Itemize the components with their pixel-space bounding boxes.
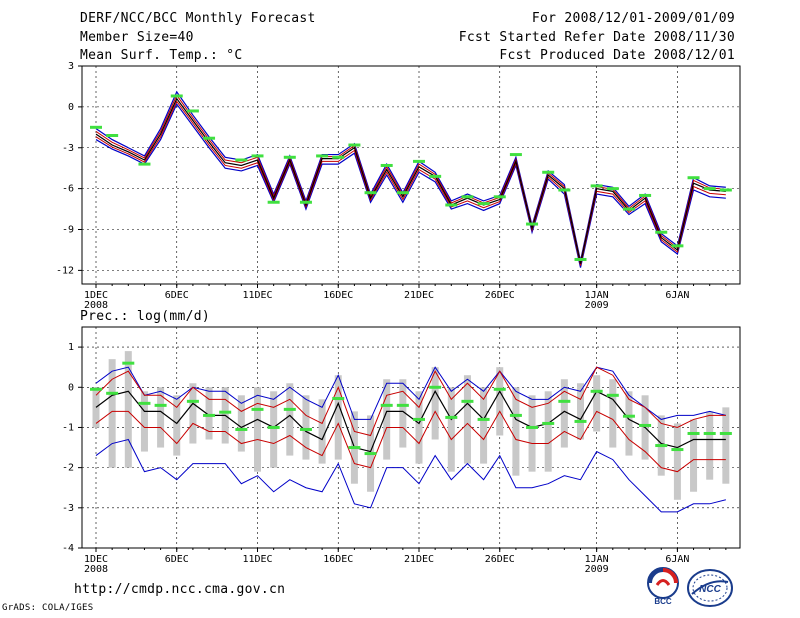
x-tick-label: 6JAN	[665, 554, 689, 565]
spread-bar	[673, 423, 681, 500]
spread-bar	[270, 391, 278, 468]
y-tick-label: -6	[62, 184, 74, 195]
spread-bar	[399, 379, 407, 448]
x-tick-label: 21DEC	[404, 554, 434, 565]
y-tick-label: 3	[68, 61, 74, 72]
spread-bar	[706, 411, 714, 480]
spread-bar	[577, 383, 584, 440]
x-year-label: 2009	[585, 300, 609, 311]
spread-bar	[173, 395, 181, 456]
spread-bar	[254, 387, 261, 472]
y-tick-label: 0	[68, 102, 74, 113]
spread-bar	[157, 387, 165, 448]
ensemble-mean-line	[95, 97, 726, 264]
outer-upper-line	[95, 366, 726, 420]
upper-line	[95, 90, 726, 261]
spread-bar	[140, 391, 148, 452]
spread-bar	[431, 367, 439, 440]
y-tick-label: -4	[62, 543, 74, 554]
x-year-label: 2008	[84, 564, 108, 575]
y-tick-label: 0	[68, 382, 74, 393]
x-tick-label: 16DEC	[323, 554, 353, 565]
spread-bar	[496, 367, 504, 436]
bcc-logo: BCC	[647, 567, 679, 606]
x-tick-label: 6DEC	[165, 290, 189, 301]
spread-bar	[544, 391, 552, 472]
grads-credit: GrADS: COLA/IGES	[2, 603, 94, 613]
x-tick-label: 6DEC	[165, 554, 189, 565]
y-tick-label: -12	[56, 265, 74, 276]
precipitation-panel-title: Prec.: log(mm/d)	[80, 309, 211, 324]
spread-bar	[237, 395, 245, 452]
x-tick-label: 1JAN	[585, 290, 609, 301]
spread-bar	[189, 383, 197, 444]
spread-bar	[286, 383, 294, 456]
x-year-label: 2008	[84, 300, 108, 311]
x-tick-label: 11DEC	[242, 290, 272, 301]
x-tick-label: 11DEC	[242, 554, 272, 565]
x-year-label: 2009	[585, 564, 609, 575]
forecast-title: DERF/NCC/BCC Monthly Forecast	[80, 11, 316, 26]
y-tick-label: -3	[62, 503, 74, 514]
spread-bar	[690, 419, 698, 492]
ensemble-mean-line	[95, 390, 726, 453]
spread-bar	[463, 375, 471, 464]
x-tick-label: 1DEC	[84, 290, 108, 301]
y-tick-label: -1	[62, 422, 74, 433]
spread-bar	[415, 391, 423, 464]
spread-bar	[609, 379, 617, 448]
y-tick-label: -9	[62, 225, 74, 236]
spread-bar	[108, 359, 116, 468]
spread-bar	[512, 387, 520, 476]
ncc-logo: NCC	[687, 569, 733, 607]
spread-bar	[593, 375, 601, 432]
x-tick-label: 1JAN	[585, 554, 609, 565]
spread-bar	[560, 379, 568, 448]
temperature-panel-title: Mean Surf. Temp.: °C	[80, 48, 243, 63]
spread-bar	[625, 391, 633, 456]
lower-line	[95, 410, 726, 473]
lower-line	[95, 102, 726, 268]
x-tick-label: 6JAN	[665, 290, 689, 301]
source-url[interactable]: http://cmdp.ncc.cma.gov.cn	[74, 582, 286, 597]
outer-lower-line	[95, 438, 726, 513]
forecast-produced-date: Fcst Produced Date 2008/12/01	[499, 48, 735, 63]
y-tick-label: -2	[62, 463, 74, 474]
forecast-period: For 2008/12/01-2009/01/09	[531, 11, 735, 26]
x-tick-label: 16DEC	[323, 290, 353, 301]
spread-bar	[722, 407, 730, 484]
bcc-logo-text: BCC	[654, 597, 672, 606]
spread-bar	[528, 395, 536, 472]
spread-bar	[318, 399, 326, 464]
panel-frame	[81, 65, 741, 285]
y-tick-label: 1	[68, 342, 74, 353]
spread-bar	[205, 387, 213, 440]
spread-bar	[334, 375, 342, 460]
x-tick-label: 26DEC	[485, 290, 515, 301]
red-lower-line	[95, 100, 726, 266]
x-tick-label: 21DEC	[404, 290, 434, 301]
spread-bar	[124, 351, 132, 468]
member-size: Member Size=40	[80, 30, 194, 45]
upper-line	[95, 366, 726, 437]
red-upper-line	[95, 94, 726, 263]
panel-frame	[81, 326, 741, 549]
x-tick-label: 26DEC	[485, 554, 515, 565]
forecast-started-date: Fcst Started Refer Date 2008/11/30	[458, 30, 735, 45]
x-tick-label: 1DEC	[84, 554, 108, 565]
spread-bar	[480, 387, 488, 464]
y-tick-label: -3	[62, 143, 74, 154]
spread-bar	[383, 379, 391, 460]
spread-bar	[447, 387, 455, 472]
ncc-logo-text: NCC	[699, 584, 721, 595]
spread-bar	[302, 395, 310, 460]
